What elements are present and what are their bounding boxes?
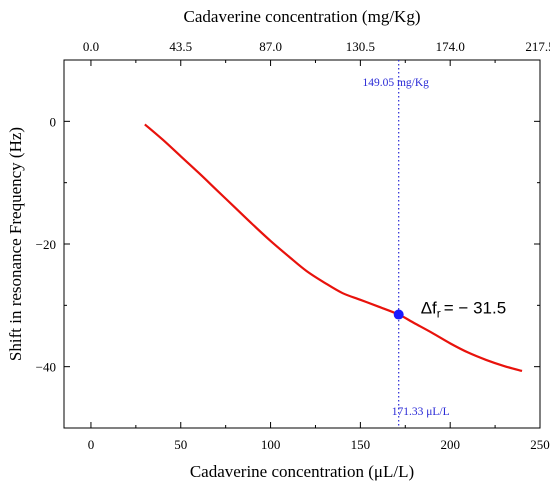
delta-value: = − 31.5: [444, 299, 506, 318]
bottom-x-tick-label: 250: [530, 437, 550, 452]
left-y-axis: 0 −20 −40: [36, 59, 70, 429]
top-x-tick-label: 43.5: [169, 39, 192, 54]
delta-subscript: r: [437, 307, 441, 321]
right-y-axis: [534, 59, 540, 429]
left-y-tick-label: −40: [36, 360, 56, 375]
top-x-tick-label: 217.5: [525, 39, 550, 54]
bottom-x-tick-label: 200: [440, 437, 460, 452]
bottom-x-tick-label: 150: [351, 437, 371, 452]
top-x-tick-label: 174.0: [436, 39, 465, 54]
bottom-x-axis: 0 50 100 150 200 250: [88, 422, 550, 452]
delta-symbol: Δf: [421, 299, 437, 318]
left-y-tick-label: 0: [50, 114, 57, 129]
top-x-axis: 0.0 43.5 87.0 130.5 174.0 217.5: [83, 39, 550, 66]
bottom-x-axis-title: Cadaverine concentration (μL/L): [190, 462, 414, 481]
annotation-top-value: 149.05 mg/Kg: [362, 77, 429, 89]
bottom-x-tick-label: 0: [88, 437, 95, 452]
bottom-x-tick-label: 100: [261, 437, 281, 452]
left-y-tick-label: −20: [36, 237, 56, 252]
plot-frame: [63, 59, 541, 429]
series-line: [144, 123, 523, 373]
top-x-tick-label: 0.0: [83, 39, 99, 54]
top-x-tick-label: 130.5: [346, 39, 375, 54]
annotation-delta-label: Δfr = − 31.5: [421, 299, 506, 321]
bottom-x-tick-label: 50: [174, 437, 187, 452]
annotation-bottom-value: 171.33 μL/L: [392, 406, 450, 418]
top-x-tick-label: 87.0: [259, 39, 282, 54]
y-axis-title: Shift in resonance Frequency (Hz): [6, 127, 25, 361]
top-x-axis-title: Cadaverine concentration (mg/Kg): [184, 7, 421, 26]
highlight-point: [393, 309, 404, 320]
